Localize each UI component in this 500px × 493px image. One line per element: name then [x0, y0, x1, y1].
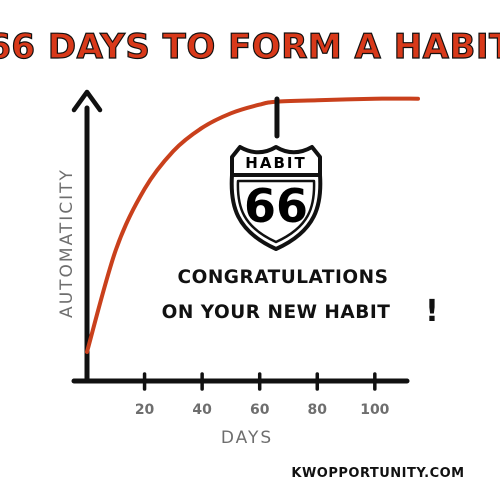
shield-outline	[230, 145, 322, 177]
note-line-2: ON YOUR NEW HABIT	[162, 302, 391, 323]
y-axis-arrow	[71, 89, 103, 113]
route-66-shield: HABIT 66	[229, 145, 323, 251]
x-tick-label: 40	[192, 402, 212, 418]
shield-top-text: HABIT	[245, 154, 306, 172]
habit-curve	[85, 96, 420, 354]
shield-number: 66	[244, 179, 308, 233]
x-tick-label: 80	[308, 402, 328, 418]
x-tick-label: 20	[135, 402, 155, 418]
chart-title: 66 DAYS TO FORM A HABIT	[0, 27, 500, 67]
note-line-1: CONGRATULATIONS	[178, 267, 389, 288]
x-tick-label: 60	[250, 402, 270, 418]
note-exclamation: !	[425, 294, 439, 329]
shield-body	[229, 173, 323, 251]
shield-inner	[236, 179, 316, 244]
x-ticks: 20 40 60 80 100	[135, 372, 390, 418]
x-axis-label: DAYS	[221, 428, 273, 448]
credit-text: KWOPPORTUNITY.COM	[291, 466, 464, 481]
x-tick-label: 100	[360, 402, 389, 418]
y-axis-label: AUTOMATICITY	[57, 168, 77, 318]
